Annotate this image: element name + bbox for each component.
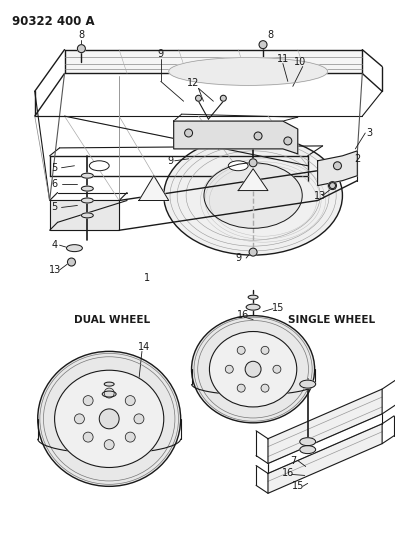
Ellipse shape xyxy=(164,136,342,255)
Text: 9: 9 xyxy=(235,253,241,263)
Polygon shape xyxy=(50,200,119,230)
Text: 4: 4 xyxy=(51,240,58,250)
Text: SINGLE WHEEL: SINGLE WHEEL xyxy=(288,314,375,325)
Text: 15: 15 xyxy=(272,303,284,313)
Text: 8: 8 xyxy=(78,30,84,40)
Circle shape xyxy=(220,95,226,101)
Text: 7: 7 xyxy=(291,456,297,465)
Circle shape xyxy=(104,440,114,450)
Text: 13: 13 xyxy=(314,190,326,200)
Circle shape xyxy=(125,395,135,406)
Circle shape xyxy=(254,132,262,140)
Text: 2: 2 xyxy=(354,154,361,164)
Text: 14: 14 xyxy=(138,342,150,352)
Ellipse shape xyxy=(300,446,316,454)
Polygon shape xyxy=(139,176,169,200)
Text: 9: 9 xyxy=(158,49,164,59)
Ellipse shape xyxy=(66,245,82,252)
Circle shape xyxy=(125,432,135,442)
Circle shape xyxy=(185,129,193,137)
Circle shape xyxy=(249,248,257,256)
Text: 3: 3 xyxy=(366,128,372,138)
Ellipse shape xyxy=(228,161,248,171)
Text: 5: 5 xyxy=(51,203,58,213)
Text: 10: 10 xyxy=(294,56,306,67)
Circle shape xyxy=(134,414,144,424)
Circle shape xyxy=(237,346,245,354)
Circle shape xyxy=(68,258,76,266)
Ellipse shape xyxy=(102,391,116,397)
Ellipse shape xyxy=(81,173,93,178)
Ellipse shape xyxy=(204,163,302,228)
Ellipse shape xyxy=(81,213,93,218)
Circle shape xyxy=(245,361,261,377)
Circle shape xyxy=(83,395,93,406)
Circle shape xyxy=(330,183,336,189)
Circle shape xyxy=(261,346,269,354)
Ellipse shape xyxy=(81,186,93,191)
Ellipse shape xyxy=(300,438,316,446)
Circle shape xyxy=(328,182,336,190)
Circle shape xyxy=(334,162,341,169)
Ellipse shape xyxy=(89,161,109,171)
Ellipse shape xyxy=(81,198,93,203)
Circle shape xyxy=(74,414,84,424)
Ellipse shape xyxy=(246,304,260,310)
Circle shape xyxy=(237,384,245,392)
Ellipse shape xyxy=(248,295,258,299)
Text: 9: 9 xyxy=(168,156,174,166)
Polygon shape xyxy=(64,50,362,74)
Text: 8: 8 xyxy=(267,30,273,40)
Text: 16: 16 xyxy=(237,310,249,320)
Text: 11: 11 xyxy=(277,53,289,63)
Polygon shape xyxy=(318,151,357,185)
Polygon shape xyxy=(174,121,298,154)
Circle shape xyxy=(195,95,201,101)
Circle shape xyxy=(273,365,281,373)
Ellipse shape xyxy=(169,58,328,85)
Circle shape xyxy=(261,384,269,392)
Text: 12: 12 xyxy=(187,78,200,88)
Text: 5: 5 xyxy=(51,163,58,173)
Circle shape xyxy=(104,388,114,398)
Ellipse shape xyxy=(300,380,316,388)
Text: 16: 16 xyxy=(282,469,294,479)
Ellipse shape xyxy=(191,316,315,423)
Polygon shape xyxy=(268,389,382,464)
Ellipse shape xyxy=(104,382,114,386)
Circle shape xyxy=(284,137,292,145)
Text: 90322 400 A: 90322 400 A xyxy=(12,15,95,28)
Circle shape xyxy=(259,41,267,49)
Circle shape xyxy=(78,45,85,53)
Circle shape xyxy=(99,409,119,429)
Polygon shape xyxy=(268,424,382,494)
Ellipse shape xyxy=(55,370,164,467)
Ellipse shape xyxy=(38,351,181,486)
Circle shape xyxy=(249,159,257,167)
Text: DUAL WHEEL: DUAL WHEEL xyxy=(74,314,150,325)
Circle shape xyxy=(225,365,233,373)
Circle shape xyxy=(83,432,93,442)
Text: 6: 6 xyxy=(51,179,58,189)
Polygon shape xyxy=(238,169,268,191)
Text: 15: 15 xyxy=(292,481,304,491)
Ellipse shape xyxy=(209,332,297,407)
Text: 1: 1 xyxy=(144,273,150,283)
Text: 13: 13 xyxy=(49,265,61,275)
